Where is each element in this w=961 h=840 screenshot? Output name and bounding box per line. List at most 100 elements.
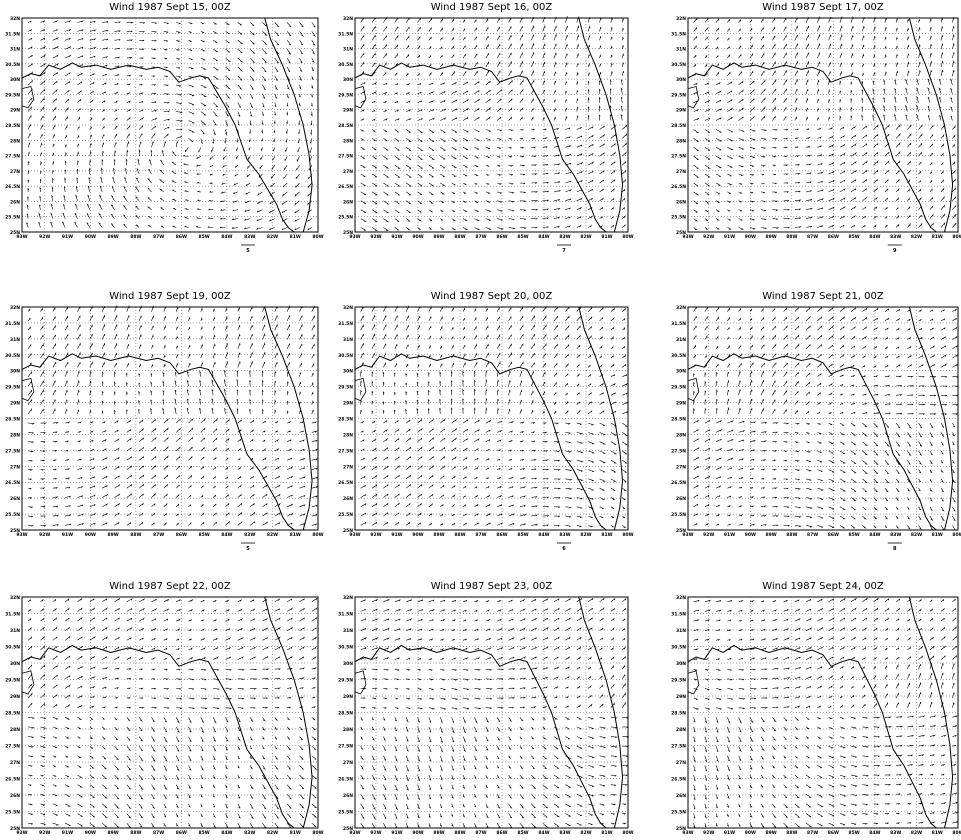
y-tick-label: 26.5N (671, 184, 686, 190)
y-tick-label: 26.5N (5, 777, 20, 783)
x-tick-label: 81W (932, 532, 943, 538)
y-tick-label: 28.5N (671, 123, 686, 129)
coastline (687, 62, 937, 233)
x-tick-label: 88W (130, 532, 141, 538)
x-tick-label: 91W (62, 532, 73, 538)
y-tick-label: 29N (676, 401, 686, 407)
coastline (687, 670, 700, 695)
panel-title: Wind 1987 Sept 22, 00Z (109, 581, 231, 592)
y-tick-label: 26N (343, 793, 353, 799)
coastline (21, 670, 35, 695)
x-tick-label: 90W (745, 234, 756, 240)
y-tick-label: 29.5N (671, 92, 686, 98)
y-tick-label: 31.5N (671, 321, 686, 327)
reference-vector-label: 8 (893, 546, 897, 552)
x-tick-label: 92W (39, 532, 50, 538)
y-tick-label: 25.5N (671, 215, 686, 221)
y-tick-label: 26N (676, 199, 686, 205)
y-tick-label: 31N (676, 47, 686, 53)
x-tick-label: 93W (682, 830, 693, 836)
y-tick-label: 29.5N (5, 385, 20, 391)
y-tick-label: 32N (10, 595, 20, 601)
y-tick-label: 25.5N (338, 512, 353, 518)
y-tick-label: 28.5N (338, 417, 353, 423)
y-tick-label: 31.5N (5, 321, 20, 327)
x-tick-label: 88W (130, 830, 141, 836)
y-tick-label: 28N (343, 432, 353, 438)
coastline (578, 306, 624, 531)
y-tick-label: 26N (676, 793, 686, 799)
y-tick-label: 26N (10, 496, 20, 502)
x-tick-label: 80W (312, 234, 323, 240)
x-tick-label: 82W (267, 234, 278, 240)
y-tick-label: 32N (676, 305, 686, 311)
x-tick-label: 86W (176, 830, 187, 836)
x-tick-label: 91W (724, 234, 735, 240)
y-tick-label: 27N (343, 464, 353, 470)
x-tick-label: 85W (849, 234, 860, 240)
y-tick-label: 30N (343, 77, 353, 83)
y-tick-label: 27.5N (338, 744, 353, 750)
coastline (264, 306, 313, 531)
y-tick-label: 30.5N (5, 62, 20, 68)
x-tick-label: 91W (724, 830, 735, 836)
y-tick-label: 27.5N (5, 744, 20, 750)
y-tick-label: 30.5N (338, 645, 353, 651)
wind-vectors (27, 597, 318, 829)
map-panel: Wind 1987 Sept 20, 00Z 32N 31.5N 31N 30.5N 30… (338, 291, 634, 552)
y-tick-label: 30.5N (671, 645, 686, 651)
y-tick-label: 29.5N (671, 678, 686, 684)
x-tick-label: 88W (454, 532, 465, 538)
x-tick-label: 81W (601, 532, 612, 538)
x-tick-label: 85W (849, 830, 860, 836)
x-tick-label: 89W (433, 234, 444, 240)
y-tick-label: 25.5N (5, 810, 20, 816)
coastline (578, 596, 624, 829)
x-tick-label: 83W (559, 830, 570, 836)
y-tick-label: 29N (676, 108, 686, 114)
coastline (354, 353, 607, 531)
y-tick-label: 31N (343, 337, 353, 343)
y-tick-label: 29N (343, 401, 353, 407)
y-tick-label: 25N (676, 528, 686, 534)
y-tick-label: 26N (10, 793, 20, 799)
coastline (687, 85, 700, 109)
coastline (21, 644, 295, 829)
y-tick-label: 30N (676, 661, 686, 667)
x-tick-label: 91W (62, 830, 73, 836)
x-tick-label: 86W (496, 532, 507, 538)
y-tick-label: 25N (10, 826, 20, 832)
x-tick-label: 88W (130, 234, 141, 240)
coastline (354, 644, 607, 829)
map-panel: Wind 1987 Sept 24, 00Z 32N 31.5N 31N 30.5N 30… (671, 581, 961, 836)
x-tick-label: 89W (765, 830, 776, 836)
x-tick-label: 91W (391, 830, 402, 836)
x-tick-label: 92W (39, 830, 50, 836)
y-tick-label: 31N (676, 628, 686, 634)
y-tick-label: 25.5N (338, 810, 353, 816)
x-tick-label: 81W (932, 234, 943, 240)
y-tick-label: 31.5N (338, 321, 353, 327)
y-tick-label: 26.5N (338, 777, 353, 783)
y-tick-label: 27.5N (338, 154, 353, 160)
x-tick-label: 81W (290, 830, 301, 836)
y-tick-label: 26.5N (671, 777, 686, 783)
x-tick-label: 82W (580, 234, 591, 240)
coastline (354, 62, 607, 233)
x-tick-label: 86W (176, 532, 187, 538)
y-tick-label: 27N (676, 169, 686, 175)
x-tick-label: 83W (890, 234, 901, 240)
x-tick-label: 85W (199, 234, 210, 240)
x-tick-label: 82W (267, 830, 278, 836)
wind-vectors (27, 304, 319, 527)
y-tick-label: 28.5N (671, 417, 686, 423)
y-tick-label: 25.5N (671, 810, 686, 816)
x-tick-label: 93W (349, 532, 360, 538)
x-tick-label: 83W (559, 532, 570, 538)
x-tick-label: 89W (433, 830, 444, 836)
x-tick-label: 83W (559, 234, 570, 240)
x-tick-label: 80W (622, 830, 633, 836)
map-panel: Wind 1987 Sept 21, 00Z 32N 31.5N 31N 30.5N 30… (671, 291, 961, 552)
y-tick-label: 28.5N (5, 711, 20, 717)
x-tick-label: 80W (312, 532, 323, 538)
